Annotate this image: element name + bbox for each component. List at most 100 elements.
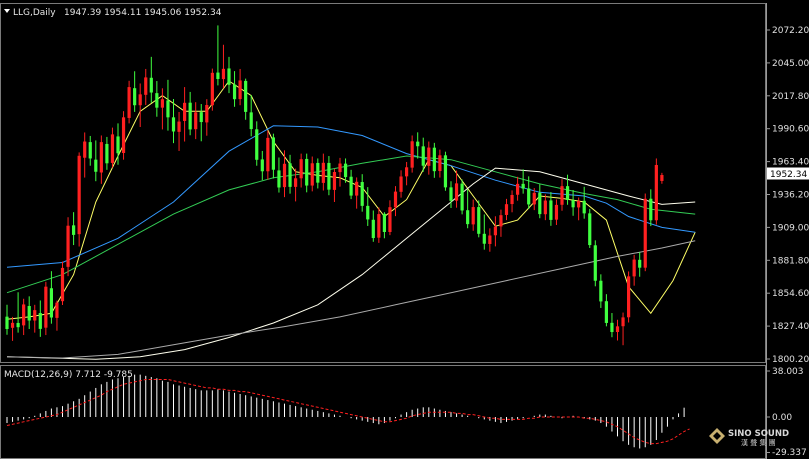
candle-body <box>621 317 625 327</box>
candle <box>66 217 70 277</box>
candle-body <box>310 163 314 186</box>
candle <box>249 94 253 137</box>
candle-body <box>183 102 187 121</box>
candle-body <box>16 322 20 328</box>
candle <box>33 304 37 333</box>
candle <box>188 91 192 136</box>
y-tick-label: 1881.80 <box>772 256 809 266</box>
logo-diamond-inner <box>713 432 721 440</box>
dropdown-triangle-icon[interactable] <box>4 9 10 13</box>
candle <box>232 71 237 107</box>
candle <box>332 168 337 202</box>
macd-axis-ticks: 38.003 0.00 -29.337 <box>766 367 807 458</box>
candle <box>83 132 87 178</box>
candle <box>627 271 631 323</box>
y-tick-label: 2045.00 <box>772 59 809 69</box>
candle-body <box>22 304 26 326</box>
candle-body <box>627 276 631 318</box>
candle <box>577 197 581 221</box>
candle <box>493 216 497 247</box>
candle-body <box>599 280 603 302</box>
candle-body <box>504 204 509 215</box>
candle <box>510 190 514 213</box>
candle-body <box>194 112 198 130</box>
candle-body <box>227 68 231 85</box>
candle-body <box>577 201 581 208</box>
candle-body <box>33 310 37 321</box>
candle <box>138 83 142 128</box>
ma-line-ma_gray <box>6 240 696 359</box>
candle <box>38 300 42 337</box>
y-tick-label: 1936.20 <box>772 191 809 201</box>
candle-body <box>238 80 242 100</box>
candle-body <box>327 162 331 190</box>
candle-body <box>382 213 386 232</box>
candle <box>110 127 115 168</box>
candle-body <box>94 159 98 172</box>
ma-line-ma_white <box>6 167 696 360</box>
candle <box>582 186 586 219</box>
candle-body <box>565 186 570 200</box>
candle <box>405 161 409 186</box>
candle <box>549 192 553 226</box>
candle <box>554 199 559 225</box>
candle-body <box>88 142 92 159</box>
candle <box>99 135 103 184</box>
candle-body <box>160 99 164 108</box>
candle <box>516 176 520 201</box>
candle <box>504 198 509 221</box>
candle <box>205 99 209 136</box>
candle <box>260 150 264 181</box>
candle <box>360 174 364 212</box>
candle-body <box>588 213 592 246</box>
candle <box>632 254 636 286</box>
candle-body <box>260 159 264 172</box>
candle <box>22 298 26 336</box>
candle-body <box>454 183 459 201</box>
candle-body <box>27 306 31 321</box>
candle-body <box>377 214 381 238</box>
candle-body <box>466 210 470 225</box>
candle <box>532 188 536 211</box>
candle-body <box>105 143 109 164</box>
candle <box>421 137 425 172</box>
candle <box>593 240 597 287</box>
candle <box>460 179 464 215</box>
y-tick-label: 1800.20 <box>772 355 809 365</box>
candle <box>338 157 342 187</box>
candle-body <box>121 117 126 154</box>
candle <box>321 153 325 191</box>
candle <box>638 252 642 277</box>
chart-header: LLG,Daily 1947.39 1954.11 1945.06 1952.3… <box>4 8 222 18</box>
candle-body <box>654 164 658 221</box>
candle-body <box>133 88 137 106</box>
candle-body <box>393 191 398 208</box>
candle <box>44 281 48 336</box>
candle <box>388 200 392 236</box>
candle <box>660 172 664 184</box>
candle-body <box>388 207 392 232</box>
candle <box>55 300 59 331</box>
candle-body <box>371 219 375 239</box>
candle-body <box>438 155 442 172</box>
current-price-marker: 1952.34 <box>767 167 809 180</box>
candle-body <box>188 102 192 130</box>
candle-body <box>321 162 325 183</box>
candle <box>443 151 448 191</box>
candle-body <box>155 93 159 108</box>
candle-body <box>615 326 620 333</box>
candle-body <box>177 121 181 132</box>
candle-body <box>343 163 348 178</box>
candle-body <box>232 84 237 100</box>
candle <box>221 44 226 89</box>
candle-body <box>210 72 214 106</box>
candle <box>377 207 381 243</box>
candle-body <box>516 183 520 195</box>
candle-body <box>138 94 142 106</box>
candle <box>416 132 420 159</box>
candle <box>149 56 153 103</box>
candle-body <box>149 77 153 93</box>
candle <box>621 312 625 346</box>
candle <box>571 190 575 216</box>
candle <box>171 98 176 144</box>
